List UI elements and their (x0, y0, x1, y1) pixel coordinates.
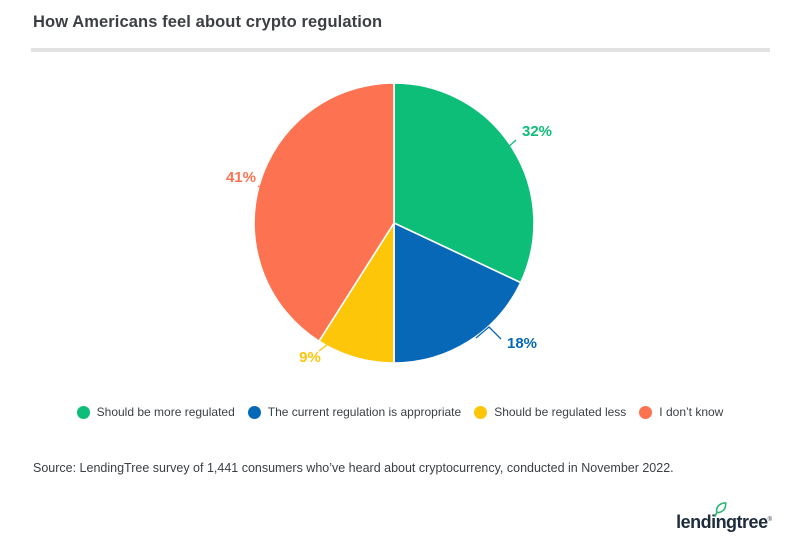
legend-label: The current regulation is appropriate (267, 405, 462, 419)
legend-item-2: Should be regulated less (474, 405, 626, 419)
legend-dot-icon (247, 405, 261, 419)
label-leader-line-3 (257, 185, 271, 193)
lendingtree-logo: lendingtree® (676, 502, 772, 533)
title-divider (31, 48, 770, 52)
pie-value-label-0: 32% (522, 123, 552, 140)
pie-chart: 32% 18% 9% 41% (226, 82, 552, 366)
legend-item-0: Should be more regulated (76, 405, 235, 419)
legend-label: I don’t know (659, 405, 724, 419)
chart-legend: Should be more regulated The current regu… (0, 405, 800, 419)
source-note: Source: LendingTree survey of 1,441 cons… (33, 461, 674, 475)
pie-value-label-3: 41% (226, 169, 256, 186)
legend-item-1: The current regulation is appropriate (247, 405, 462, 419)
pie-slice-2 (318, 222, 395, 364)
legend-item-3: I don’t know (639, 405, 723, 419)
pie-value-label-2: 9% (299, 349, 321, 366)
label-leader-line-2 (318, 340, 367, 354)
legend-dot-icon (639, 405, 653, 419)
legend-label: Should be more regulated (96, 405, 235, 419)
pie-slice-1 (393, 222, 522, 364)
legend-dot-icon (76, 405, 90, 419)
legend-dot-icon (474, 405, 488, 419)
pie-slice-0 (393, 82, 535, 284)
pie-value-label-1: 18% (507, 335, 537, 352)
chart-title: How Americans feel about crypto regulati… (33, 13, 383, 31)
label-leader-line-1 (475, 326, 502, 340)
label-leader-line-0 (495, 139, 517, 159)
legend-label: Should be regulated less (494, 405, 627, 419)
pie-slice-3 (253, 82, 395, 342)
leaf-icon (714, 502, 727, 517)
logo-text: lendingtree (676, 512, 768, 532)
logo-registered-mark: ® (767, 517, 772, 523)
